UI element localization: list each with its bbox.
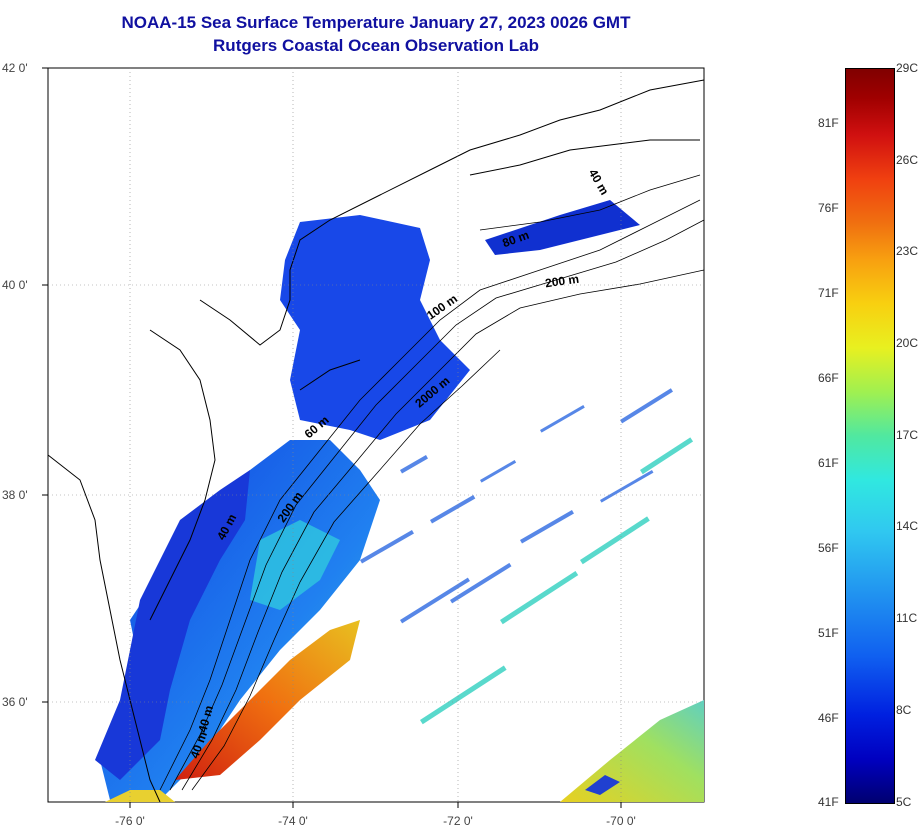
sst-gulf-stream	[175, 620, 360, 780]
colorbar-label-f: 61F	[818, 456, 839, 470]
lat-label: 36 0'	[2, 695, 28, 709]
colorbar-label-c: 8C	[896, 703, 912, 717]
colorbar-label-c: 14C	[896, 519, 919, 533]
colorbar-label-c: 20C	[896, 336, 919, 350]
sst-data-layer	[95, 200, 704, 802]
colorbar-label-f: 56F	[818, 541, 839, 555]
colorbar-label-f: 41F	[818, 795, 839, 809]
contour-line	[181, 269, 705, 791]
sst-long-island-strip	[485, 200, 640, 255]
lat-label: 40 0'	[2, 278, 28, 292]
temperature-colorbar	[845, 68, 895, 804]
bathymetry-contours	[159, 174, 705, 791]
colorbar-label-c: 11C	[896, 611, 918, 625]
lon-label: -76 0'	[115, 814, 145, 828]
sst-scattered-streaks	[359, 388, 674, 624]
sst-southeast-blue	[585, 775, 620, 795]
tick-marks	[42, 67, 622, 808]
coastline	[199, 79, 705, 346]
coastline-layer	[47, 79, 705, 803]
colorbar-label-f: 71F	[818, 286, 839, 300]
colorbar-label-c: 29C	[896, 61, 919, 75]
coastline	[47, 454, 161, 803]
coastline	[299, 359, 361, 391]
map-subtitle: Rutgers Coastal Ocean Observation Lab	[213, 36, 539, 55]
lat-label: 38 0'	[2, 488, 28, 502]
coastline	[469, 139, 700, 176]
sst-sw-yellow	[105, 790, 175, 802]
colorbar-label-f: 51F	[818, 626, 839, 640]
sst-offshore-patch	[250, 520, 340, 610]
colorbar-label-f: 81F	[818, 116, 839, 130]
colorbar-label-c: 23C	[896, 244, 919, 258]
lon-label: -70 0'	[606, 814, 636, 828]
sst-cyan-streaks	[419, 437, 694, 725]
sst-coastal-blue	[95, 470, 250, 780]
contour-line	[159, 199, 701, 791]
colorbar-label-c: 5C	[896, 795, 912, 809]
colorbar-label-f: 46F	[818, 711, 839, 725]
colorbar-label-f: 66F	[818, 371, 839, 385]
colorbar-label-c: 26C	[896, 153, 919, 167]
colorbar-label-c: 17C	[896, 428, 919, 442]
colorbar-label-f: 76F	[818, 201, 839, 215]
lat-label: 42 0'	[2, 61, 28, 75]
sst-ny-bight	[280, 215, 470, 440]
coastline	[149, 329, 216, 621]
lon-label: -74 0'	[278, 814, 308, 828]
contour-line	[191, 349, 501, 791]
contour-line	[479, 174, 701, 231]
lon-label: -72 0'	[443, 814, 473, 828]
contour-line	[169, 219, 705, 791]
sst-southeast-warm	[560, 700, 704, 802]
graticule	[48, 68, 704, 802]
map-title: NOAA-15 Sea Surface Temperature January …	[121, 13, 631, 32]
